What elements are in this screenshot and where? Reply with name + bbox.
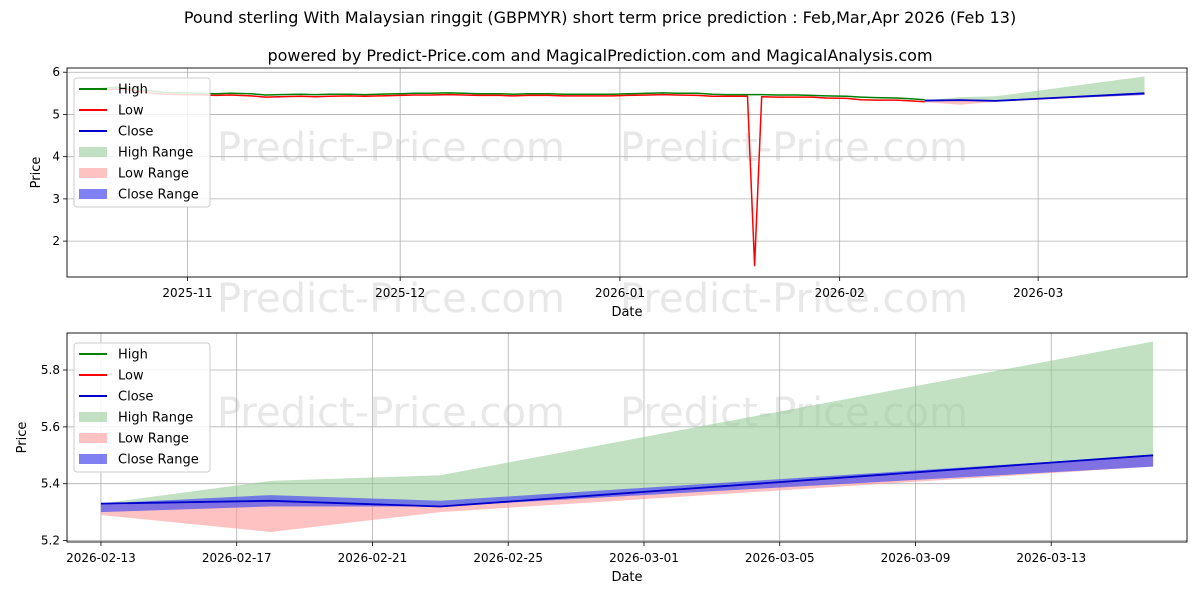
y-tick-label: 5.2 xyxy=(41,534,60,548)
high-range-band xyxy=(100,341,1154,507)
watermark: Predict-Price.com xyxy=(217,125,565,171)
legend-swatch xyxy=(79,412,107,422)
plot-panel-2: Predict-Price.comPredict-Price.com2026-0… xyxy=(15,332,1188,585)
y-tick-label: 3 xyxy=(52,192,60,206)
x-tick-label: 2026-03-09 xyxy=(881,551,951,565)
y-tick-label: 2 xyxy=(52,234,60,248)
y-axis-label: Price xyxy=(15,422,30,454)
legend-label: High Range xyxy=(118,146,193,161)
x-tick-label: 2026-02-17 xyxy=(202,551,272,565)
legend-swatch xyxy=(79,147,107,157)
legend-label: Close Range xyxy=(118,453,199,468)
watermark: Predict-Price.com xyxy=(217,276,565,322)
legend-label: Close xyxy=(118,390,153,405)
watermark: Predict-Price.com xyxy=(620,276,968,322)
low-series-line xyxy=(102,88,925,267)
plot-frame xyxy=(66,67,1188,278)
legend-swatch xyxy=(79,189,107,199)
plot-panel-1: Predict-Price.com Predict-Price.com Predic… xyxy=(29,65,1188,322)
legend-label: Low Range xyxy=(118,167,189,182)
x-tick-label: 2026-02-25 xyxy=(473,551,543,565)
y-tick-label: 6 xyxy=(52,65,60,79)
plot-area xyxy=(100,341,1154,532)
x-tick-label: 2026-01 xyxy=(595,286,645,300)
legend-swatch xyxy=(79,454,107,464)
x-tick-label: 2026-03-05 xyxy=(745,551,815,565)
x-tick-label: 2026-02-13 xyxy=(66,551,136,565)
x-tick-label: 2026-02 xyxy=(815,286,865,300)
x-tick-label: 2026-03 xyxy=(1013,286,1063,300)
legend-label: Low xyxy=(118,104,144,119)
close-series-line xyxy=(924,92,1145,102)
watermark: Predict-Price.com xyxy=(217,390,565,436)
high-series-line xyxy=(102,86,925,101)
legend-box xyxy=(73,77,211,208)
y-tick-label: 5.6 xyxy=(41,420,60,434)
x-axis-label: Date xyxy=(611,305,642,320)
legend-label: Close xyxy=(118,125,153,140)
y-axis-label: Price xyxy=(29,157,44,189)
x-tick-label: 2025-12 xyxy=(375,286,425,300)
legend-swatch xyxy=(79,433,107,443)
close-series-line xyxy=(100,454,1154,508)
x-tick-label: 2025-11 xyxy=(162,286,212,300)
x-tick-label: 2026-03-01 xyxy=(609,551,679,565)
chart-subtitle: powered by Predict-Price.com and Magical… xyxy=(267,46,933,65)
legend-label: Low Range xyxy=(118,432,189,447)
legend-label: Close Range xyxy=(118,188,199,203)
watermark: Predict-Price.com xyxy=(620,125,968,171)
legend: High Low Close High Range Low Range Close Ran… xyxy=(73,77,211,208)
legend-label: High xyxy=(118,348,148,363)
plot-area xyxy=(102,76,1145,267)
legend: High Low Close High Range Low Range Close Ran… xyxy=(73,342,211,473)
legend-box xyxy=(73,342,211,473)
x-axis-label: Date xyxy=(611,570,642,585)
x-tick-label: 2026-03-13 xyxy=(1016,551,1086,565)
legend-swatch xyxy=(79,168,107,178)
y-tick-label: 4 xyxy=(52,150,60,164)
y-tick-label: 5.4 xyxy=(41,477,60,491)
plot-frame xyxy=(66,332,1188,543)
legend-label: High Range xyxy=(118,411,193,426)
x-tick-label: 2026-02-21 xyxy=(338,551,408,565)
y-tick-label: 5.8 xyxy=(41,363,60,377)
high-range-band xyxy=(924,76,1145,101)
y-tick-label: 5 xyxy=(52,107,60,121)
chart-title: Pound sterling With Malaysian ringgit (G… xyxy=(183,8,1017,27)
close-range-band xyxy=(100,455,1154,513)
legend-label: Low xyxy=(118,369,144,384)
legend-label: High xyxy=(118,83,148,98)
